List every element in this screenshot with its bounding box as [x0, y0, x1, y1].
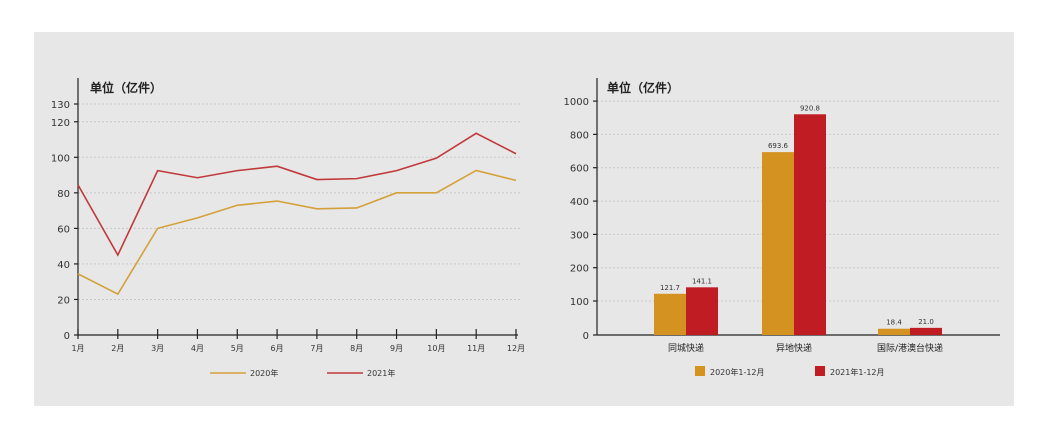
- line-chart-unit-label: 单位（亿件）: [90, 80, 162, 95]
- line-legend-label: 2021年: [367, 368, 395, 378]
- line-chart-y-tick-label: 130: [51, 100, 70, 111]
- bar-data-label: 693.6: [768, 142, 789, 150]
- line-chart-y-tick-label: 20: [57, 295, 70, 306]
- line-chart-x-tick-label: 7月: [310, 344, 323, 353]
- line-chart-x-tick-label: 3月: [151, 344, 164, 353]
- line-chart-x-tick-label: 11月: [467, 344, 485, 353]
- bar-chart-unit-label: 单位（亿件）: [607, 80, 679, 95]
- bar-2-0: [878, 328, 910, 335]
- bar-0-0: [654, 293, 686, 335]
- bar-chart-y-tick-label: 100: [570, 297, 589, 308]
- bar-chart-y-tick-label: 400: [570, 197, 589, 208]
- bar-legend-swatch: [695, 366, 705, 376]
- line-chart-x-tick-label: 10月: [427, 344, 445, 353]
- line-chart-y-tick-label: 100: [51, 153, 70, 164]
- line-chart-x-tick-label: 5月: [231, 344, 244, 353]
- line-chart-y-tick-label: 0: [64, 331, 70, 342]
- bar-chart-y-tick-label: 200: [570, 264, 589, 275]
- bar-chart-y-tick-label: 0: [583, 331, 589, 342]
- bar-chart-y-tick-label: 1000: [564, 97, 589, 108]
- line-series-2020: [77, 169, 517, 296]
- line-series-2021: [77, 132, 517, 257]
- bar-data-label: 141.1: [692, 277, 712, 285]
- bar-data-label: 21.0: [918, 318, 934, 326]
- line-chart-x-tick-label: 12月: [507, 344, 525, 353]
- bar-0-1: [686, 287, 718, 335]
- line-chart-x-tick-label: 9月: [390, 344, 403, 353]
- line-chart-x-tick-label: 8月: [350, 344, 363, 353]
- line-chart-y-tick-label: 80: [57, 189, 70, 200]
- line-chart-x-tick-label: 2月: [111, 344, 124, 353]
- bar-category-label: 异地快递: [776, 342, 812, 354]
- line-chart-y-tick-label: 120: [51, 118, 70, 129]
- line-chart-x-tick-label: 6月: [271, 344, 284, 353]
- bar-chart-y-tick-label: 800: [570, 130, 589, 141]
- bar-legend-label: 2020年1-12月: [710, 367, 765, 377]
- bar-data-label: 121.7: [660, 284, 680, 292]
- line-chart-x-tick-label: 4月: [191, 344, 204, 353]
- bar-data-label: 920.8: [800, 104, 820, 112]
- bar-chart-y-tick-label: 300: [570, 230, 589, 241]
- bar-category-label: 同城快递: [668, 342, 704, 354]
- line-chart-y-tick-label: 40: [57, 260, 70, 271]
- chart-panel: [34, 32, 1014, 406]
- bar-1-0: [762, 152, 794, 335]
- bar-1-1: [794, 114, 826, 335]
- bar-2-1: [910, 327, 942, 335]
- bar-data-label: 18.4: [886, 319, 902, 327]
- line-chart-y-tick-label: 60: [57, 224, 70, 235]
- bar-legend-label: 2021年1-12月: [830, 367, 885, 377]
- bar-category-label: 国际/港澳台快递: [877, 342, 943, 354]
- bar-legend-swatch: [815, 366, 825, 376]
- bar-chart-y-tick-label: 600: [570, 164, 589, 175]
- line-legend-label: 2020年: [250, 368, 278, 378]
- line-chart-x-tick-label: 1月: [71, 344, 84, 353]
